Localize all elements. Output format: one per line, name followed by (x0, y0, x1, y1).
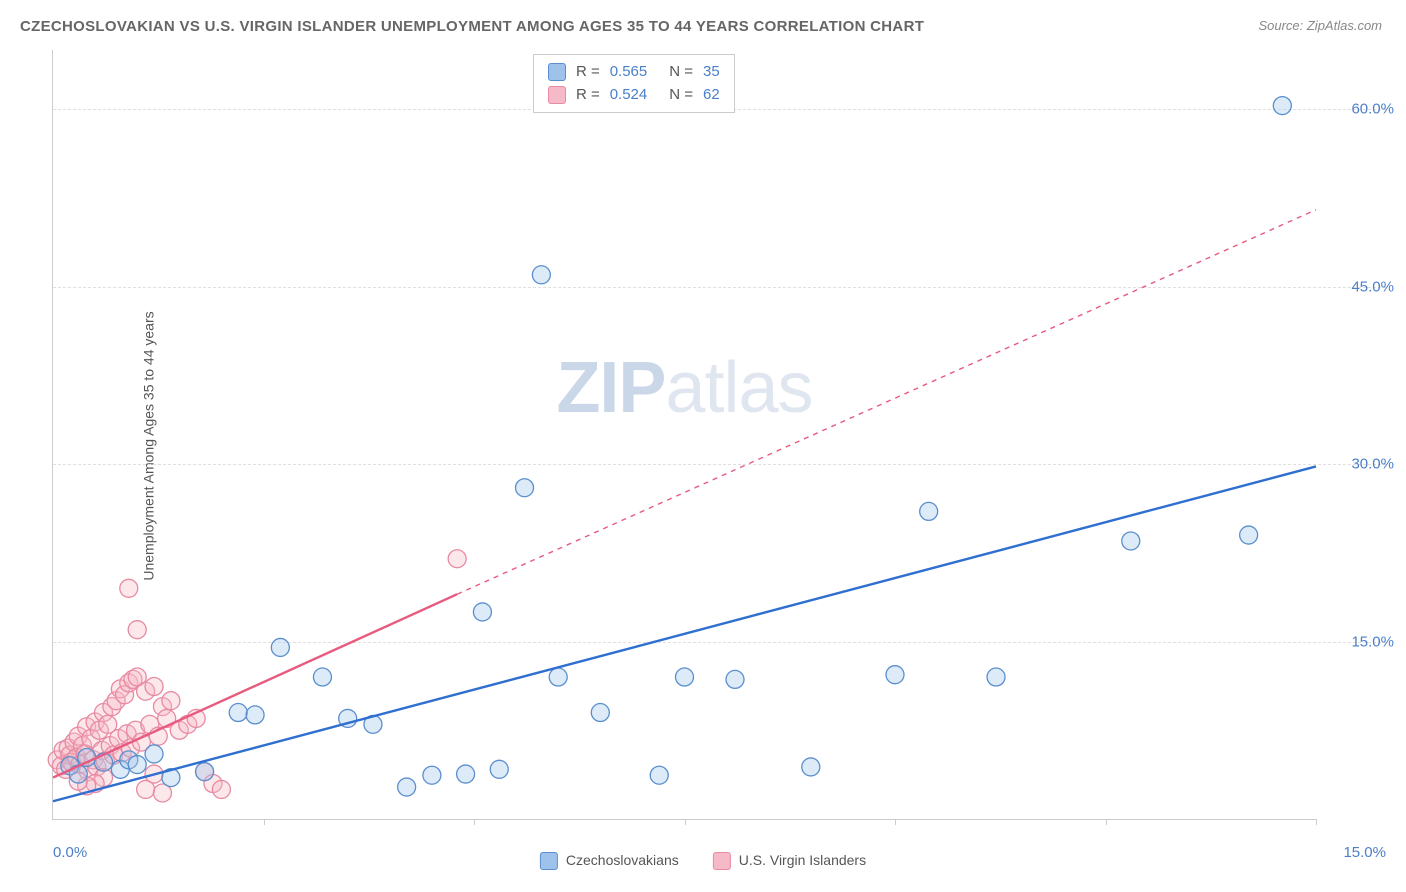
czech-point (1273, 97, 1291, 115)
n-value: 62 (703, 84, 720, 107)
r-value: 0.565 (610, 61, 648, 84)
czech-point (516, 479, 534, 497)
y-tick-label: 15.0% (1351, 633, 1394, 650)
x-tick (895, 819, 896, 825)
czech-point (920, 502, 938, 520)
r-value: 0.524 (610, 84, 648, 107)
x-tick (1316, 819, 1317, 825)
legend-label: U.S. Virgin Islanders (739, 852, 866, 868)
stats-row-usvi: R = 0.524 N = 62 (548, 84, 720, 107)
czech-point (145, 745, 163, 763)
czech-point (196, 763, 214, 781)
plot-area: ZIPatlas 15.0%30.0%45.0%60.0% 0.0% 15.0%… (52, 50, 1316, 820)
y-tick-label: 30.0% (1351, 456, 1394, 473)
x-tick (264, 819, 265, 825)
n-label: N = (669, 61, 693, 84)
czech-point (802, 758, 820, 776)
x-tick (685, 819, 686, 825)
x-tick (474, 819, 475, 825)
usvi-trendline-extrapolated (457, 210, 1316, 595)
y-tick-label: 45.0% (1351, 278, 1394, 295)
legend-item-usvi: U.S. Virgin Islanders (713, 852, 866, 870)
czech-point (532, 266, 550, 284)
x-axis-max-label: 15.0% (1343, 844, 1386, 861)
legend-item-czech: Czechoslovakians (540, 852, 679, 870)
czech-point (78, 748, 96, 766)
czech-point (490, 760, 508, 778)
n-value: 35 (703, 61, 720, 84)
legend: Czechoslovakians U.S. Virgin Islanders (540, 852, 866, 870)
usvi-legend-swatch-icon (713, 852, 731, 870)
r-label: R = (576, 84, 600, 107)
czech-point (549, 668, 567, 686)
czech-point (1122, 532, 1140, 550)
y-tick-label: 60.0% (1351, 101, 1394, 118)
legend-label: Czechoslovakians (566, 852, 679, 868)
czech-point (591, 704, 609, 722)
czech-point (128, 756, 146, 774)
czech-point (423, 766, 441, 784)
czech-point (676, 668, 694, 686)
usvi-point (212, 780, 230, 798)
czech-point (457, 765, 475, 783)
czech-swatch-icon (548, 63, 566, 81)
chart-title: CZECHOSLOVAKIAN VS U.S. VIRGIN ISLANDER … (20, 18, 924, 35)
czech-point (987, 668, 1005, 686)
usvi-point (162, 692, 180, 710)
usvi-point (120, 579, 138, 597)
n-label: N = (669, 84, 693, 107)
czech-point (726, 670, 744, 688)
scatter-plot-svg (53, 50, 1316, 819)
usvi-point (128, 621, 146, 639)
czech-legend-swatch-icon (540, 852, 558, 870)
czech-point (650, 766, 668, 784)
czech-point (398, 778, 416, 796)
czech-point (246, 706, 264, 724)
correlation-stats-box: R = 0.565 N = 35 R = 0.524 N = 62 (533, 54, 735, 113)
usvi-point (448, 550, 466, 568)
chart-container: CZECHOSLOVAKIAN VS U.S. VIRGIN ISLANDER … (0, 0, 1406, 892)
czech-point (271, 638, 289, 656)
czech-point (229, 704, 247, 722)
r-label: R = (576, 61, 600, 84)
czech-point (473, 603, 491, 621)
czech-point (886, 666, 904, 684)
x-axis-min-label: 0.0% (53, 844, 87, 861)
stats-row-czech: R = 0.565 N = 35 (548, 61, 720, 84)
usvi-point (145, 677, 163, 695)
source-attribution: Source: ZipAtlas.com (1258, 18, 1382, 33)
x-tick (1106, 819, 1107, 825)
usvi-swatch-icon (548, 86, 566, 104)
czech-trendline (53, 466, 1316, 801)
czech-point (313, 668, 331, 686)
czech-point (1240, 526, 1258, 544)
